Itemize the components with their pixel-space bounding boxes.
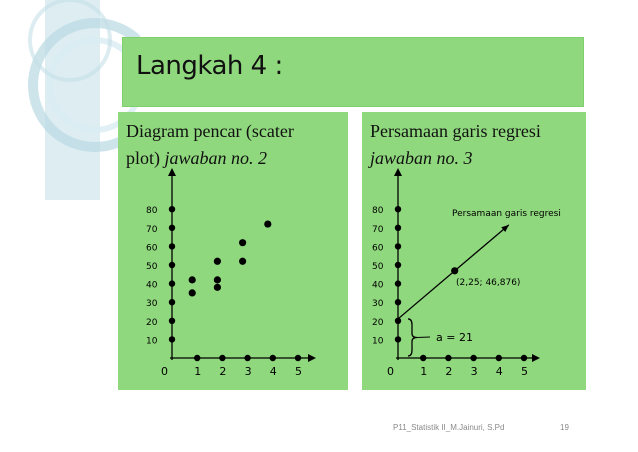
scatter-point — [188, 289, 196, 297]
y-tick-mark — [394, 206, 402, 213]
intercept-label: a = 21 — [436, 331, 473, 344]
y-axis-arrow — [394, 168, 402, 176]
y-tick-mark — [168, 206, 176, 213]
x-tick-label: 2 — [219, 365, 226, 378]
x-tick-mark — [445, 354, 452, 362]
decorative-circles — [28, 0, 140, 200]
x-tick-mark — [219, 354, 226, 362]
x-tick-mark — [294, 354, 302, 362]
y-tick-mark — [168, 317, 176, 324]
y-tick-label: 30 — [146, 299, 158, 309]
y-tick-mark — [394, 336, 402, 343]
y-tick-mark — [394, 280, 402, 287]
slide-title: Langkah 4 : — [136, 51, 283, 81]
y-tick-mark — [168, 299, 176, 306]
y-tick-mark — [168, 243, 176, 250]
x-tick-mark — [470, 354, 477, 362]
scatter-point — [239, 257, 247, 265]
y-tick-label: 60 — [372, 243, 384, 253]
x-tick-label: 3 — [245, 365, 252, 378]
y-tick-label: 10 — [372, 336, 384, 346]
right-panel-heading: Persamaan garis regresi jawaban no. 3 — [370, 118, 541, 172]
line-label: Persamaan garis regresi — [452, 209, 561, 219]
scatter-point — [213, 257, 221, 265]
left-heading-line1: Diagram pencar (scater — [126, 121, 294, 141]
x-tick-mark — [520, 354, 528, 362]
footer-text: P11_Statistik II_M.Jainuri, S.Pd — [393, 423, 505, 432]
y-tick-label: 20 — [146, 318, 158, 328]
scatter-point — [239, 239, 247, 247]
y-tick-label: 30 — [372, 299, 384, 309]
y-tick-mark — [168, 280, 176, 287]
x-tick-mark — [420, 354, 427, 362]
scatter-point — [264, 220, 272, 228]
point-label: (2,25; 46,876) — [456, 278, 520, 288]
x-tick-label: 2 — [445, 365, 452, 378]
right-heading-line1: Persamaan garis regresi — [370, 121, 541, 141]
x-tick-mark — [495, 354, 502, 362]
y-tick-label: 70 — [146, 225, 158, 235]
y-tick-mark — [168, 261, 176, 269]
y-tick-label: 50 — [146, 262, 158, 272]
left-heading-line2-italic: jawaban no. 2 — [164, 148, 268, 168]
x-tick-label: 1 — [420, 365, 427, 378]
y-tick-mark — [168, 336, 176, 343]
y-tick-label: 10 — [146, 336, 158, 346]
x-tick-mark — [244, 354, 251, 362]
y-tick-mark — [168, 224, 176, 231]
scatter-point — [213, 283, 221, 291]
highlight-point — [451, 267, 459, 275]
x-axis-arrow — [308, 354, 316, 362]
left-heading-line2-plain: plot) — [126, 148, 165, 168]
left-panel: Diagram pencar (scater plot) jawaban no.… — [118, 112, 348, 390]
x-axis-arrow — [532, 354, 540, 362]
page-number: 19 — [560, 423, 569, 432]
regression-arrow — [501, 224, 509, 232]
intercept-brace — [407, 318, 418, 357]
x-tick-label: 0 — [387, 365, 394, 378]
y-tick-label: 50 — [372, 262, 384, 272]
right-panel: Persamaan garis regresi jawaban no. 3 — [362, 112, 586, 390]
y-tick-mark — [394, 224, 402, 231]
title-bar — [122, 37, 584, 107]
y-tick-mark — [394, 243, 402, 250]
scatter-point — [188, 276, 196, 284]
scatter-point — [213, 276, 221, 284]
y-tick-mark — [394, 261, 402, 269]
y-tick-mark — [394, 317, 402, 324]
x-tick-label: 5 — [295, 365, 302, 378]
right-heading-line2: jawaban no. 3 — [370, 145, 541, 172]
y-tick-label: 80 — [372, 206, 384, 216]
y-axis-arrow — [168, 168, 176, 176]
x-tick-label: 1 — [194, 365, 201, 378]
x-tick-label: 5 — [521, 365, 528, 378]
x-tick-label: 0 — [161, 365, 168, 378]
y-tick-label: 60 — [146, 243, 158, 253]
right-heading-line2-italic: jawaban no. 3 — [370, 148, 473, 168]
y-tick-label: 20 — [372, 318, 384, 328]
x-tick-label: 4 — [270, 365, 277, 378]
y-tick-label: 40 — [372, 281, 384, 291]
y-tick-label: 80 — [146, 206, 158, 216]
y-tick-label: 70 — [372, 225, 384, 235]
x-tick-label: 3 — [471, 365, 478, 378]
x-tick-label: 4 — [496, 365, 503, 378]
x-tick-mark — [194, 354, 201, 362]
left-panel-heading: Diagram pencar (scater plot) jawaban no.… — [126, 118, 294, 172]
left-heading-line2: plot) jawaban no. 2 — [126, 145, 294, 172]
x-tick-mark — [269, 354, 276, 362]
y-tick-mark — [394, 299, 402, 306]
y-tick-label: 40 — [146, 281, 158, 291]
